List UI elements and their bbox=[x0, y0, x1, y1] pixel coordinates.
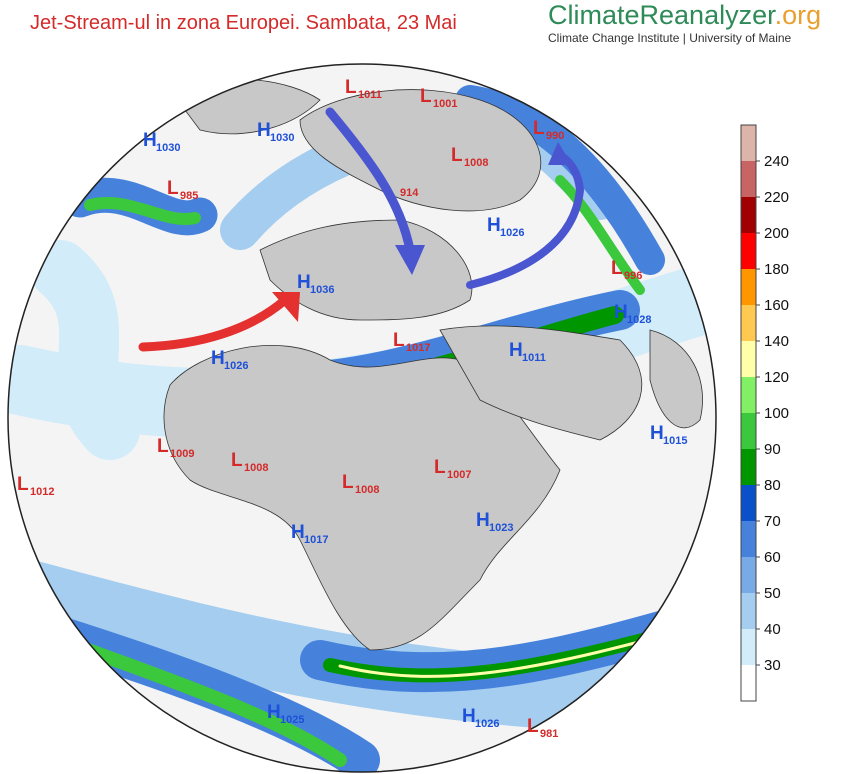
system-pressure: 1026 bbox=[224, 360, 248, 372]
colorbar-label: 40 bbox=[764, 621, 781, 638]
system-letter: H bbox=[291, 522, 305, 543]
colorbar-swatch bbox=[741, 305, 756, 341]
colorbar-swatch bbox=[741, 557, 756, 593]
system-pressure: 1025 bbox=[280, 714, 304, 726]
system-pressure: 1036 bbox=[310, 284, 334, 296]
colorbar-swatch bbox=[741, 665, 756, 701]
system-letter: L bbox=[451, 145, 463, 166]
system-letter: L bbox=[342, 472, 354, 493]
colorbar-swatch bbox=[741, 521, 756, 557]
colorbar-swatch bbox=[741, 341, 756, 377]
logo-suffix: .org bbox=[775, 0, 822, 30]
colorbar-swatch bbox=[741, 593, 756, 629]
system-letter: H bbox=[487, 215, 501, 236]
system-letter: H bbox=[257, 120, 271, 141]
colorbar-label: 90 bbox=[764, 441, 781, 458]
colorbar-label: 140 bbox=[764, 333, 789, 350]
system-letter: H bbox=[143, 130, 157, 151]
colorbar-label: 240 bbox=[764, 153, 789, 170]
system-pressure: 1026 bbox=[475, 718, 499, 730]
system-letter: H bbox=[267, 702, 281, 723]
colorbar-swatch bbox=[741, 629, 756, 665]
system-letter: H bbox=[462, 706, 476, 727]
land bbox=[163, 78, 703, 651]
system-letter: H bbox=[476, 510, 490, 531]
system-letter: L bbox=[345, 77, 357, 98]
system-letter: H bbox=[650, 423, 664, 444]
logo-subtitle: Climate Change Institute | University of… bbox=[548, 31, 792, 45]
colorbar-label: 30 bbox=[764, 657, 781, 674]
system-letter: L bbox=[527, 716, 539, 737]
colorbar-label: 100 bbox=[764, 405, 789, 422]
system-pressure: 1017 bbox=[304, 534, 328, 546]
system-pressure: 985 bbox=[180, 190, 198, 202]
system-pressure: 1008 bbox=[244, 462, 268, 474]
system-pressure: 1012 bbox=[30, 486, 54, 498]
colorbar-label: 120 bbox=[764, 369, 789, 386]
colorbar-label: 50 bbox=[764, 585, 781, 602]
colorbar-swatch bbox=[741, 377, 756, 413]
flow-arrows bbox=[138, 107, 585, 352]
system-pressure: 1030 bbox=[156, 142, 180, 154]
system-pressure: 1011 bbox=[522, 352, 546, 364]
colorbar-swatch bbox=[741, 125, 756, 161]
colorbar-label: 160 bbox=[764, 297, 789, 314]
system-pressure: 1009 bbox=[170, 448, 194, 460]
globe bbox=[8, 64, 716, 772]
colorbar-label: 220 bbox=[764, 189, 789, 206]
system-letter: L bbox=[420, 86, 432, 107]
colorbar-label: 200 bbox=[764, 225, 789, 242]
system-pressure: 1007 bbox=[447, 469, 471, 481]
system-pressure: 1015 bbox=[663, 435, 687, 447]
system-pressure: 1008 bbox=[464, 157, 488, 169]
system-letter: H bbox=[614, 302, 628, 323]
colorbar-swatch bbox=[741, 161, 756, 197]
logo-main: ClimateReanalyzer bbox=[548, 0, 776, 30]
system-letter: L bbox=[611, 258, 623, 279]
system-letter: L bbox=[434, 457, 446, 478]
colorbar-swatch bbox=[741, 413, 756, 449]
system-letter: L bbox=[231, 450, 243, 471]
system-letter: L bbox=[533, 118, 545, 139]
system-pressure: 1008 bbox=[355, 484, 379, 496]
colorbar-swatch bbox=[741, 197, 756, 233]
colorbar: 30 40 50 60 70 80 90 100 120 140 160 180 200 220 240 bbox=[740, 124, 789, 702]
globe-edge bbox=[7, 63, 717, 773]
system-letter: H bbox=[509, 340, 523, 361]
system-pressure: 996 bbox=[624, 270, 642, 282]
system-pressure: 1028 bbox=[627, 314, 651, 326]
title: Jet-Stream-ul in zona Europei. Sambata, … bbox=[30, 12, 457, 34]
colorbar-swatch bbox=[741, 485, 756, 521]
logo: ClimateReanalyzer.org bbox=[548, 0, 821, 30]
system-letter: H bbox=[211, 348, 225, 369]
colorbar-swatch bbox=[741, 449, 756, 485]
system-pressure: 1011 bbox=[358, 89, 382, 101]
system-pressure: 1017 bbox=[406, 342, 430, 354]
system-letter: H bbox=[297, 272, 311, 293]
system-pressure: 1001 bbox=[433, 98, 457, 110]
system-letter: L bbox=[157, 436, 169, 457]
colorbar-label: 80 bbox=[764, 477, 781, 494]
system-letter: L bbox=[167, 178, 179, 199]
system-letter: L bbox=[393, 330, 405, 351]
system-pressure: 1030 bbox=[270, 132, 294, 144]
system-pressure: 1023 bbox=[489, 522, 513, 534]
system-letter: L bbox=[17, 474, 29, 495]
system-pressure: 981 bbox=[540, 728, 558, 740]
system-pressure: 990 bbox=[546, 130, 564, 142]
colorbar-label: 60 bbox=[764, 549, 781, 566]
colorbar-label: 70 bbox=[764, 513, 781, 530]
system-pressure: 914 bbox=[400, 187, 419, 199]
colorbar-label: 180 bbox=[764, 261, 789, 278]
colorbar-swatch bbox=[741, 269, 756, 305]
system-pressure: 1026 bbox=[500, 227, 524, 239]
colorbar-swatch bbox=[741, 233, 756, 269]
